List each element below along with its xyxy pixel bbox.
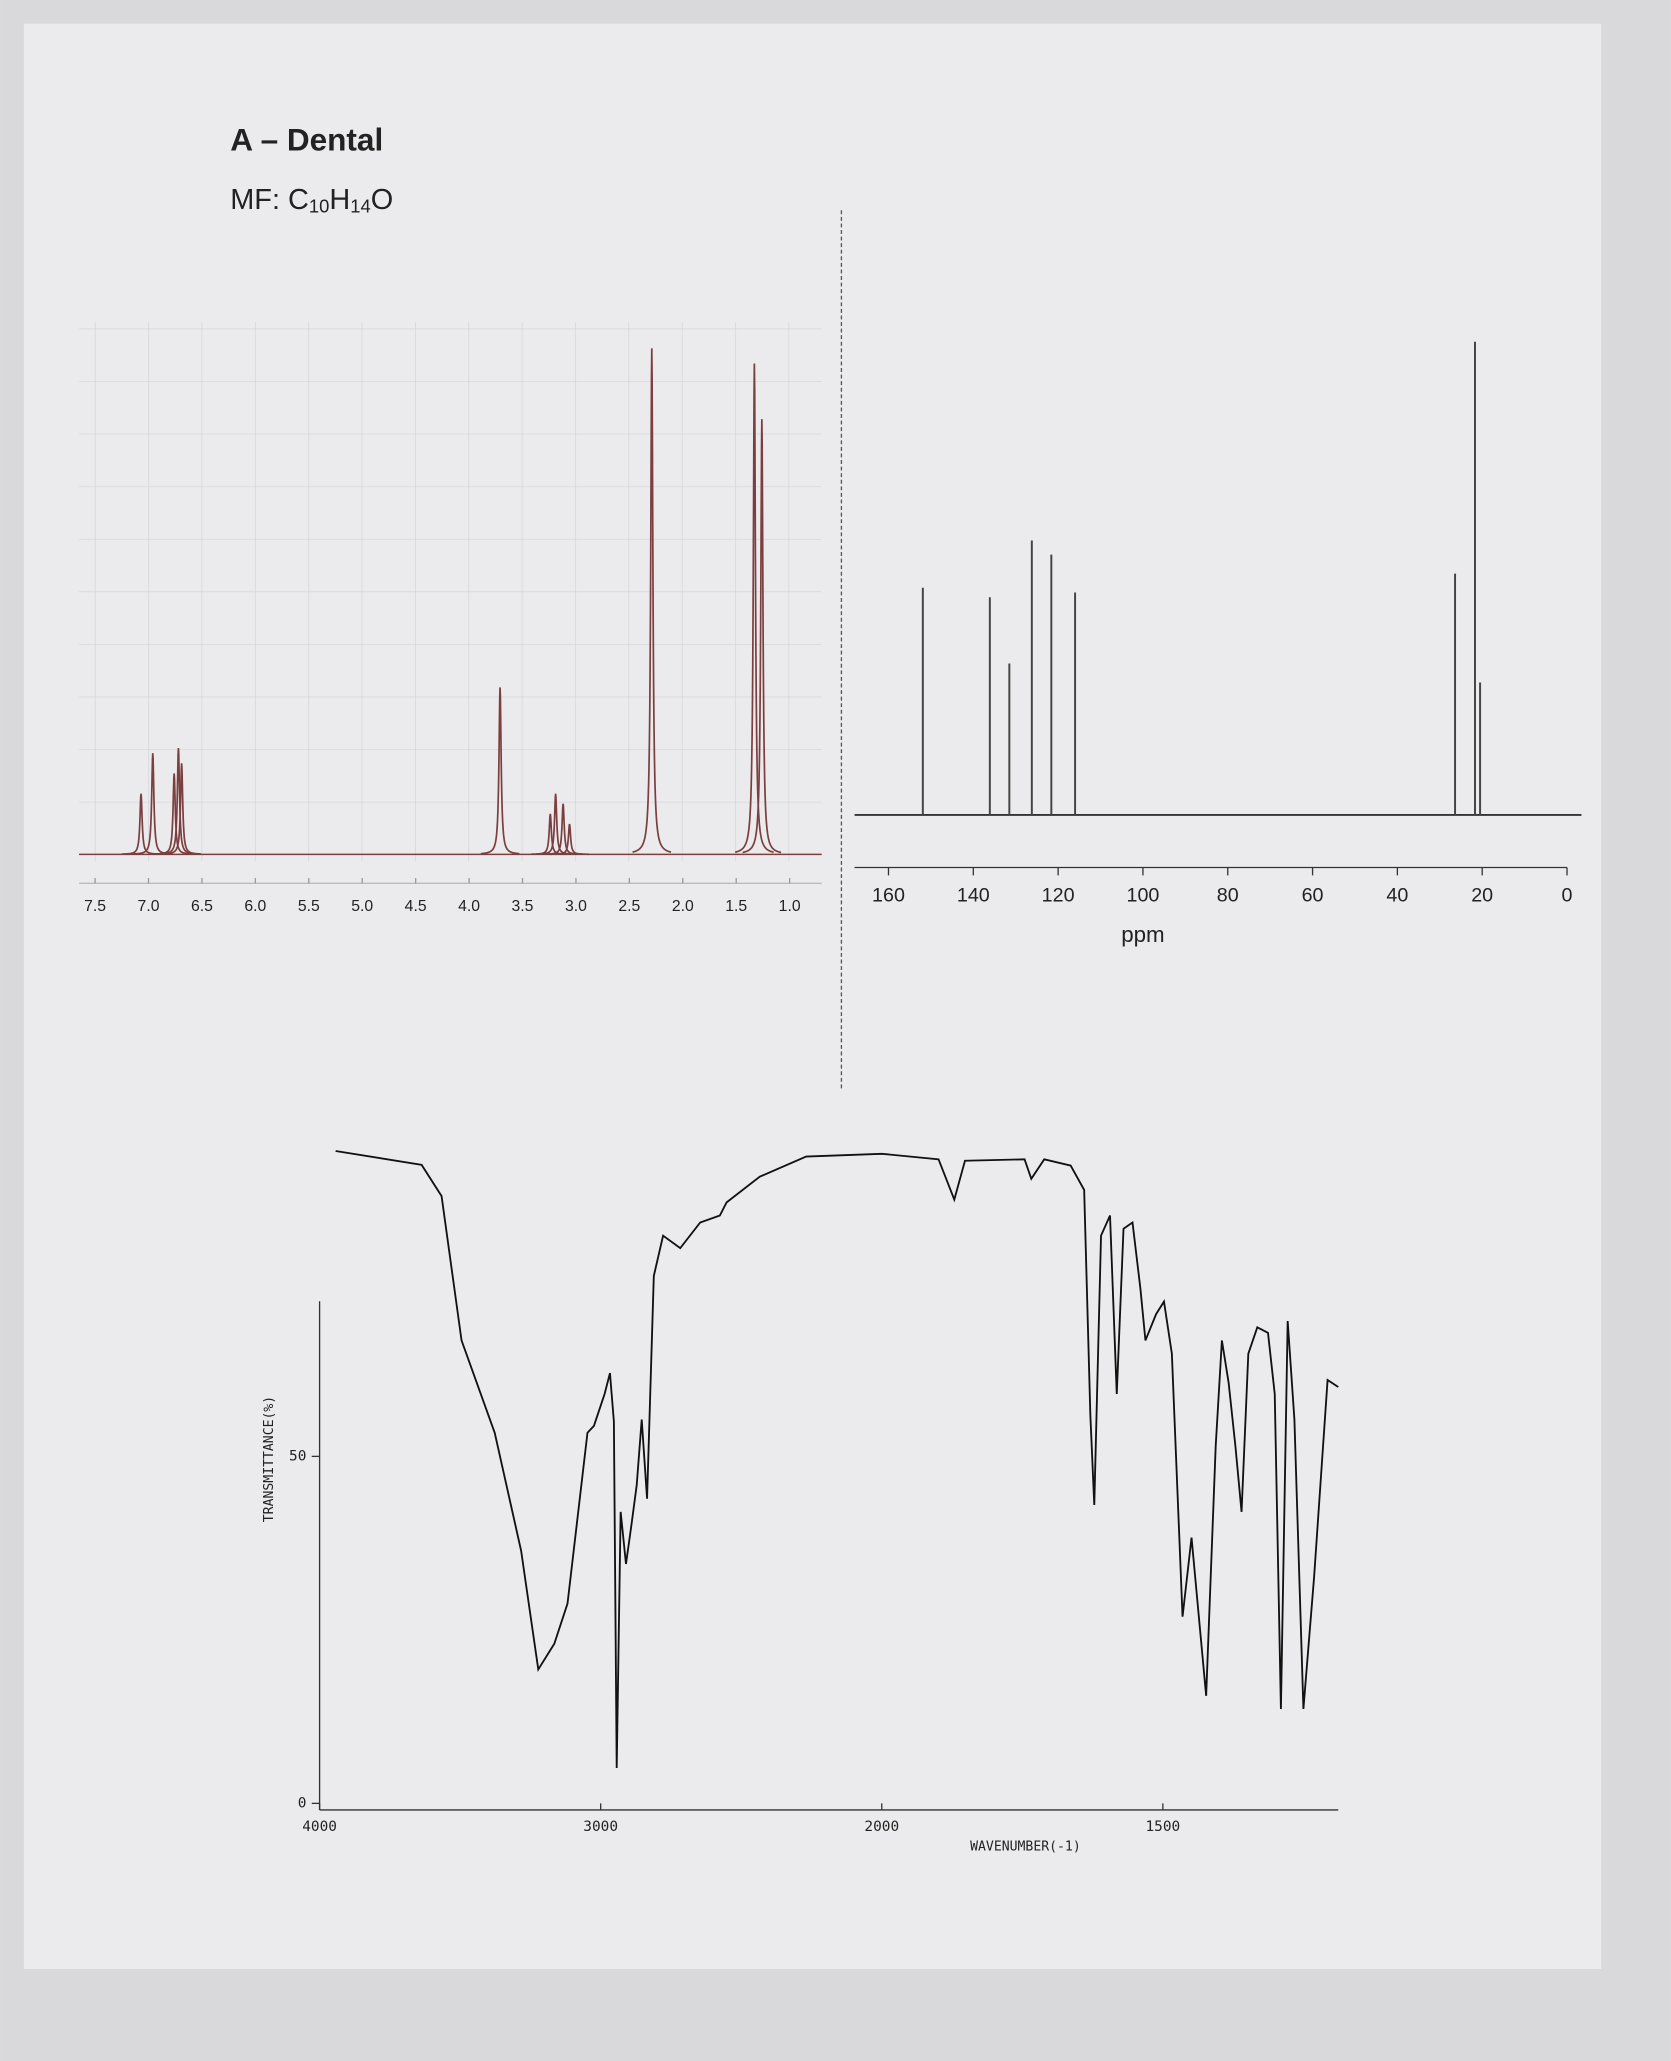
x-tick-label: 1.5 (725, 898, 747, 915)
peak (734, 363, 774, 854)
x-tick-label: 3.0 (565, 898, 587, 915)
x-axis-label: WAVENUMBER(-1) (970, 1839, 1081, 1854)
peak (162, 763, 201, 855)
x-tick-label: 40 (1386, 885, 1408, 907)
x-tick-label: 7.5 (84, 898, 106, 915)
x-tick-label: 1.0 (779, 898, 801, 915)
x-tick-label: 2000 (864, 1819, 899, 1835)
x-tick-label: 2.0 (672, 898, 694, 915)
peak (632, 348, 672, 853)
peak (480, 687, 520, 855)
formula: MF: C10H14O (230, 184, 393, 217)
x-tick-label: 80 (1217, 885, 1239, 907)
y-axis-label: TRANSMITTANCE(%) (262, 1396, 277, 1522)
x-axis-label: ppm (1121, 922, 1164, 947)
x-tick-label: 6.5 (191, 898, 213, 915)
x-tick-label: 1500 (1145, 1819, 1180, 1835)
x-tick-label: 120 (1042, 885, 1075, 907)
peak (121, 793, 161, 855)
peak (536, 793, 575, 855)
x-tick-label: 20 (1471, 885, 1493, 907)
y-tick-label: 50 (289, 1448, 306, 1464)
x-tick-label: 2.5 (618, 898, 640, 915)
formula-part: 14 (350, 196, 370, 217)
grid (79, 322, 822, 861)
x-tick-label: 3000 (583, 1819, 618, 1835)
y-tick-label: 0 (298, 1795, 307, 1811)
x-tick-label: 5.0 (351, 898, 373, 915)
formula-part: MF: C (230, 184, 309, 216)
title: A – Dental (230, 121, 383, 157)
x-tick-label: 100 (1126, 885, 1159, 907)
x-tick-label: 4.5 (405, 898, 427, 915)
formula-part: O (371, 184, 393, 216)
peak (550, 823, 589, 856)
formula-part: H (329, 184, 350, 216)
x-tick-label: 7.0 (138, 898, 160, 915)
x-tick-label: 4.0 (458, 898, 480, 915)
spectrum-line (335, 1150, 1339, 1768)
paper (23, 23, 1602, 1969)
x-tick-label: 160 (872, 885, 905, 907)
x-tick-label: 6.0 (244, 898, 266, 915)
x-tick-label: 60 (1302, 885, 1324, 907)
x-tick-label: 140 (957, 885, 990, 907)
x-tick-label: 0 (1562, 885, 1573, 907)
peak (742, 419, 782, 854)
x-tick-label: 4000 (302, 1819, 337, 1835)
x-tick-label: 5.5 (298, 898, 320, 915)
formula-part: 10 (309, 196, 329, 217)
x-tick-label: 3.5 (512, 898, 534, 915)
